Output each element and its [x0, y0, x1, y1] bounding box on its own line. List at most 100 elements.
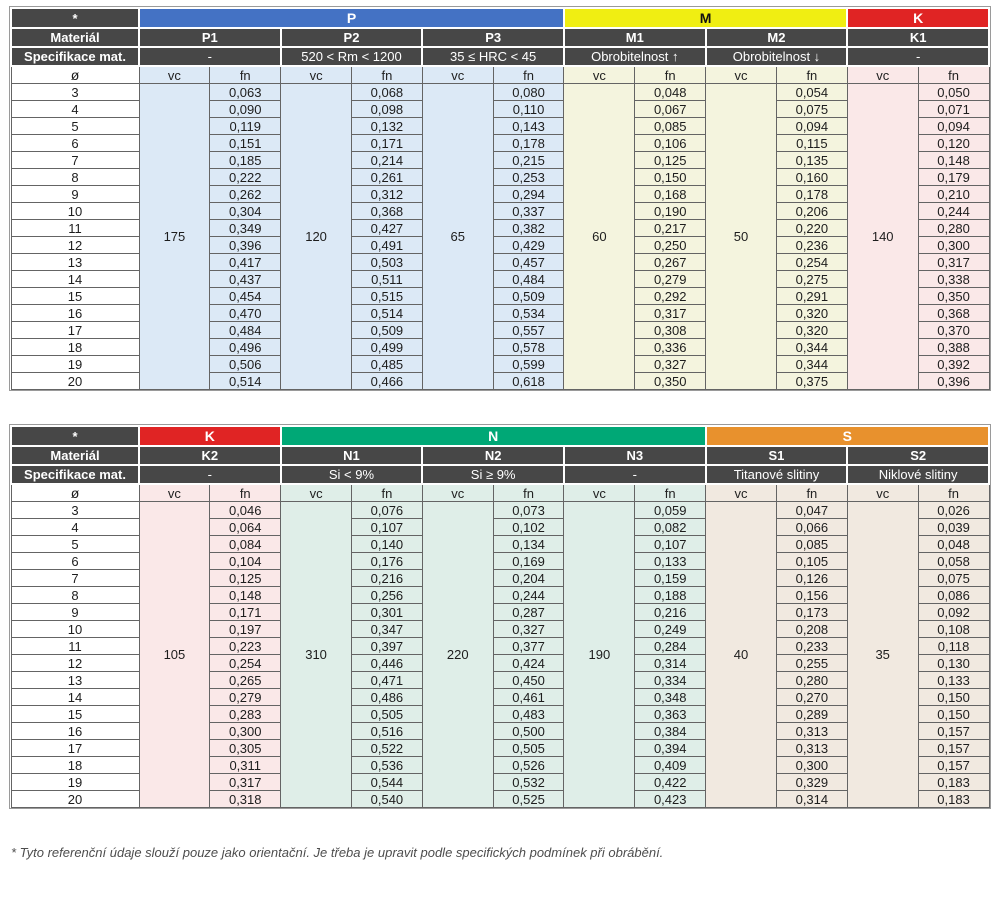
- fn-value-cell-S2: 0,157: [917, 722, 990, 740]
- diameter-col-header: ø: [10, 483, 140, 502]
- fn-value-cell-S2: 0,039: [917, 518, 990, 536]
- fn-value-cell-S1: 0,313: [775, 739, 848, 757]
- material-header-P2: P2: [279, 27, 424, 48]
- fn-value-cell-P1: 0,119: [209, 117, 282, 135]
- fn-value-cell-M1: 0,085: [634, 117, 707, 135]
- fn-value-cell-P1: 0,514: [209, 372, 282, 390]
- fn-value-cell-M1: 0,308: [634, 321, 707, 339]
- table-row-d7: 7 0,185 0,214 0,215 0,125 0,135 0,148: [10, 151, 990, 169]
- fn-value-cell-K1: 0,396: [917, 372, 990, 390]
- fn-value-cell-M2: 0,236: [775, 236, 848, 254]
- fn-value-cell-P1: 0,151: [209, 134, 282, 152]
- fn-value-cell-K2: 0,254: [209, 654, 282, 672]
- fn-value-cell-N1: 0,076: [350, 501, 423, 519]
- table-row-d20: 20 0,514 0,466 0,618 0,350 0,375 0,396: [10, 372, 990, 390]
- diameter-cell: 19: [10, 355, 140, 373]
- fn-value-cell-N2: 0,505: [492, 739, 565, 757]
- fn-value-cell-N3: 0,082: [634, 518, 707, 536]
- fn-value-cell-P3: 0,457: [492, 253, 565, 271]
- vc-value-cell-M1: 60: [563, 83, 636, 390]
- fn-value-cell-S1: 0,066: [775, 518, 848, 536]
- diameter-cell: 17: [10, 321, 140, 339]
- table-row-d15: 15 0,454 0,515 0,509 0,292 0,291 0,350: [10, 287, 990, 305]
- fn-value-cell-N1: 0,347: [350, 620, 423, 638]
- fn-value-cell-N1: 0,486: [350, 688, 423, 706]
- fn-value-cell-K1: 0,120: [917, 134, 990, 152]
- fn-value-cell-N3: 0,423: [634, 790, 707, 808]
- fn-value-cell-K1: 0,050: [917, 83, 990, 101]
- fn-value-cell-P1: 0,506: [209, 355, 282, 373]
- fn-col-header-M2: fn: [775, 65, 848, 84]
- fn-value-cell-N3: 0,216: [634, 603, 707, 621]
- material-header-S2: S2: [846, 445, 990, 466]
- diameter-cell: 6: [10, 552, 140, 570]
- table-row-d12: 12 0,254 0,446 0,424 0,314 0,255 0,130: [10, 654, 990, 672]
- fn-value-cell-N3: 0,284: [634, 637, 707, 655]
- fn-value-cell-M2: 0,115: [775, 134, 848, 152]
- fn-value-cell-N2: 0,461: [492, 688, 565, 706]
- fn-value-cell-N3: 0,348: [634, 688, 707, 706]
- vc-value-cell-N3: 190: [563, 501, 636, 808]
- table-row-d14: 14 0,279 0,486 0,461 0,348 0,270 0,150: [10, 688, 990, 706]
- fn-value-cell-P1: 0,437: [209, 270, 282, 288]
- fn-value-cell-K1: 0,148: [917, 151, 990, 169]
- fn-value-cell-N2: 0,424: [492, 654, 565, 672]
- table-row-d7: 7 0,125 0,216 0,204 0,159 0,126 0,075: [10, 569, 990, 587]
- fn-value-cell-S1: 0,105: [775, 552, 848, 570]
- fn-value-cell-N2: 0,450: [492, 671, 565, 689]
- fn-value-cell-N1: 0,505: [350, 705, 423, 723]
- table-row-d19: 19 0,317 0,544 0,532 0,422 0,329 0,183: [10, 773, 990, 791]
- fn-value-cell-N1: 0,397: [350, 637, 423, 655]
- fn-value-cell-K2: 0,104: [209, 552, 282, 570]
- fn-value-cell-N2: 0,102: [492, 518, 565, 536]
- diameter-cell: 12: [10, 236, 140, 254]
- fn-value-cell-P1: 0,222: [209, 168, 282, 186]
- fn-value-cell-N2: 0,526: [492, 756, 565, 774]
- fn-value-cell-K2: 0,311: [209, 756, 282, 774]
- spec-row-label: Specifikace mat.: [10, 464, 140, 485]
- fn-value-cell-P3: 0,110: [492, 100, 565, 118]
- spec-header-P2: 520 < Rm < 1200: [279, 46, 424, 67]
- fn-value-cell-P2: 0,491: [350, 236, 423, 254]
- fn-value-cell-P2: 0,427: [350, 219, 423, 237]
- fn-value-cell-N3: 0,384: [634, 722, 707, 740]
- spec-header-N3: -: [562, 464, 707, 485]
- diameter-cell: 3: [10, 83, 140, 101]
- diameter-cell: 4: [10, 518, 140, 536]
- fn-value-cell-S1: 0,173: [775, 603, 848, 621]
- fn-value-cell-S1: 0,085: [775, 535, 848, 553]
- table-row-d10: 10 0,304 0,368 0,337 0,190 0,206 0,244: [10, 202, 990, 220]
- cutting-data-table-bottom-wrapper: * K N S Materiál K2 N1 N2 N3 S1 S2 Specifikace mat.…: [9, 424, 991, 809]
- diameter-cell: 10: [10, 620, 140, 638]
- table-row-d14: 14 0,437 0,511 0,484 0,279 0,275 0,338: [10, 270, 990, 288]
- fn-value-cell-M2: 0,160: [775, 168, 848, 186]
- fn-col-header-S2: fn: [917, 483, 990, 502]
- diameter-cell: 19: [10, 773, 140, 791]
- fn-value-cell-M1: 0,106: [634, 134, 707, 152]
- fn-value-cell-M1: 0,250: [634, 236, 707, 254]
- diameter-cell: 16: [10, 722, 140, 740]
- spec-header-N2: Si ≥ 9%: [421, 464, 565, 485]
- fn-value-cell-K2: 0,279: [209, 688, 282, 706]
- footnote: * Tyto referenční údaje slouží pouze jak…: [11, 845, 664, 860]
- fn-value-cell-M1: 0,168: [634, 185, 707, 203]
- fn-value-cell-N1: 0,522: [350, 739, 423, 757]
- table-row-d8: 8 0,222 0,261 0,253 0,150 0,160 0,179: [10, 168, 990, 186]
- fn-value-cell-N2: 0,525: [492, 790, 565, 808]
- fn-value-cell-N1: 0,536: [350, 756, 423, 774]
- fn-value-cell-K2: 0,084: [209, 535, 282, 553]
- vc-col-header-N1: vc: [280, 483, 352, 502]
- material-header-N1: N1: [279, 445, 424, 466]
- fn-value-cell-S2: 0,183: [917, 773, 990, 791]
- group-header-P: P: [138, 7, 565, 29]
- fn-value-cell-K1: 0,300: [917, 236, 990, 254]
- fn-value-cell-P1: 0,484: [209, 321, 282, 339]
- material-header-N3: N3: [562, 445, 707, 466]
- fn-value-cell-S2: 0,183: [917, 790, 990, 808]
- diameter-cell: 8: [10, 168, 140, 186]
- fn-value-cell-S2: 0,048: [917, 535, 990, 553]
- fn-value-cell-K1: 0,071: [917, 100, 990, 118]
- fn-value-cell-N3: 0,059: [634, 501, 707, 519]
- table-row-d9: 9 0,171 0,301 0,287 0,216 0,173 0,092: [10, 603, 990, 621]
- table-row-d19: 19 0,506 0,485 0,599 0,327 0,344 0,392: [10, 355, 990, 373]
